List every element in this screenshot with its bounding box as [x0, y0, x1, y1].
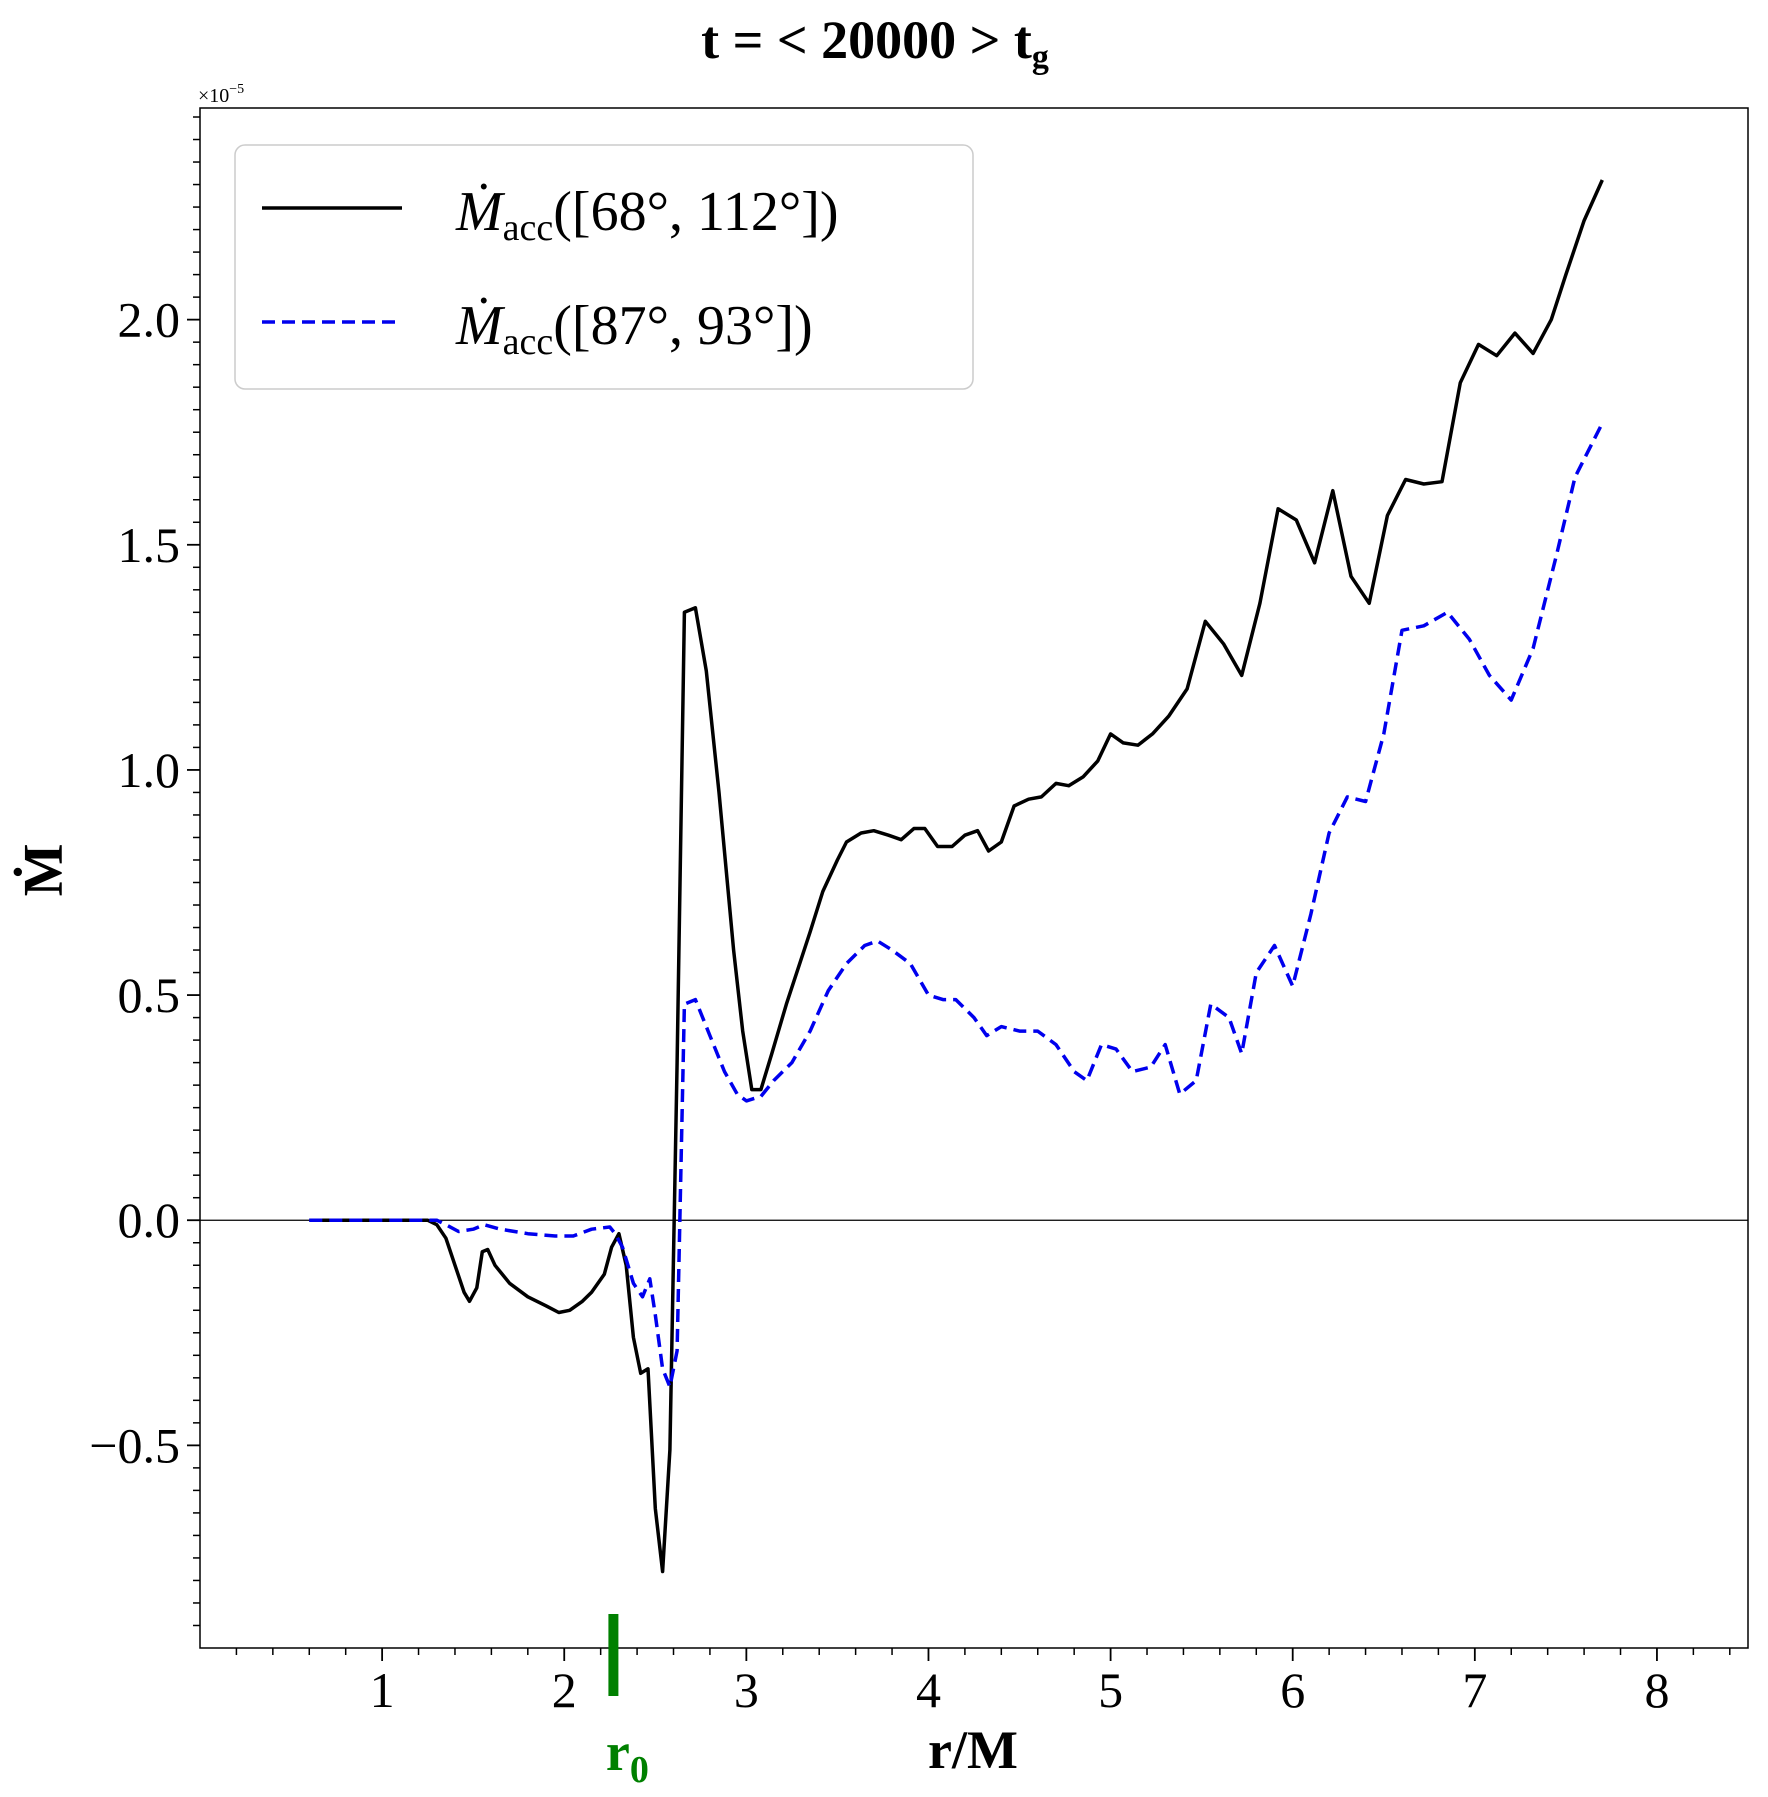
x-tick-label: 2 [552, 1662, 577, 1718]
y-tick-label: 1.0 [118, 742, 181, 798]
y-axis-label: Ṁ [13, 844, 75, 897]
y-tick-label: 2.0 [118, 292, 181, 348]
legend-label-2: Ṁacc([87°, 93°]) [455, 295, 813, 363]
legend: Ṁacc([68°, 112°]) Ṁacc([87°, 93°]) [234, 144, 974, 390]
x-axis: 1 2 3 4 5 6 7 8 [235, 1648, 1731, 1718]
x-tick-label: 3 [734, 1662, 759, 1718]
plot-frame [199, 107, 1749, 1649]
x-tick-label: 6 [1280, 1662, 1305, 1718]
series-line-1 [309, 179, 1604, 1574]
x-tick-label: 5 [1098, 1662, 1123, 1718]
x-tick-label: 7 [1462, 1662, 1487, 1718]
x-tick-label: 1 [370, 1662, 395, 1718]
legend-box [234, 144, 974, 390]
legend-label-1: Ṁacc([68°, 112°]) [455, 181, 839, 249]
x-tick-label: 8 [1644, 1662, 1669, 1718]
y-tick-label: −0.5 [89, 1417, 180, 1473]
r0-label: r0 [606, 1722, 649, 1791]
chart-title-sub: g [1032, 39, 1049, 76]
y-tick-label: 1.5 [118, 517, 181, 573]
x-tick-label: 4 [916, 1662, 941, 1718]
y-offset-label: ×10−5 [198, 82, 244, 107]
series-line-2 [309, 422, 1604, 1389]
y-tick-label: 0.0 [118, 1192, 181, 1248]
x-axis-label: r/M [928, 1720, 1018, 1780]
y-axis: −0.5 0.0 0.5 1.0 1.5 2.0 [89, 116, 200, 1627]
chart-title: t = < 20000 > tg [701, 10, 1049, 76]
y-tick-label: 0.5 [118, 967, 181, 1023]
